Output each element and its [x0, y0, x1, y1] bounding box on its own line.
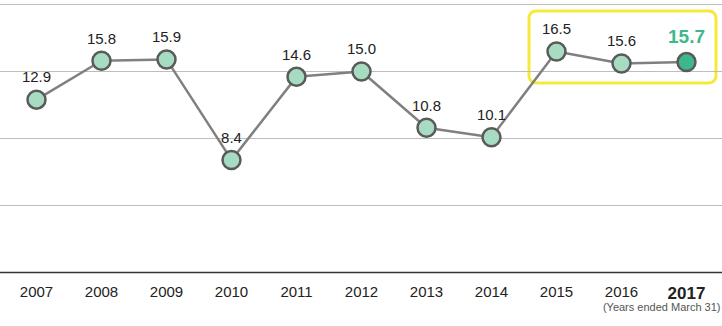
svg-text:15.8: 15.8 [87, 30, 116, 47]
svg-text:2010: 2010 [215, 283, 248, 300]
svg-text:15.0: 15.0 [347, 40, 376, 57]
svg-text:8.4: 8.4 [221, 129, 242, 146]
svg-text:15.6: 15.6 [607, 32, 636, 49]
svg-text:2014: 2014 [475, 283, 508, 300]
svg-text:2008: 2008 [85, 283, 118, 300]
svg-text:16.5: 16.5 [542, 20, 571, 37]
svg-text:15.7: 15.7 [668, 26, 705, 47]
svg-text:2007: 2007 [20, 283, 53, 300]
svg-text:2012: 2012 [345, 283, 378, 300]
svg-text:(Years ended March 31): (Years ended March 31) [602, 300, 721, 313]
svg-text:2016: 2016 [605, 283, 638, 300]
svg-text:2017: 2017 [668, 284, 706, 303]
svg-text:12.9: 12.9 [22, 68, 51, 85]
svg-text:2015: 2015 [540, 283, 573, 300]
svg-text:2009: 2009 [150, 283, 183, 300]
svg-text:15.9: 15.9 [152, 28, 181, 45]
svg-text:14.6: 14.6 [282, 46, 311, 63]
svg-text:10.8: 10.8 [412, 97, 441, 114]
svg-text:10.1: 10.1 [477, 106, 506, 123]
svg-text:2011: 2011 [280, 283, 312, 300]
svg-text:2013: 2013 [410, 283, 443, 300]
